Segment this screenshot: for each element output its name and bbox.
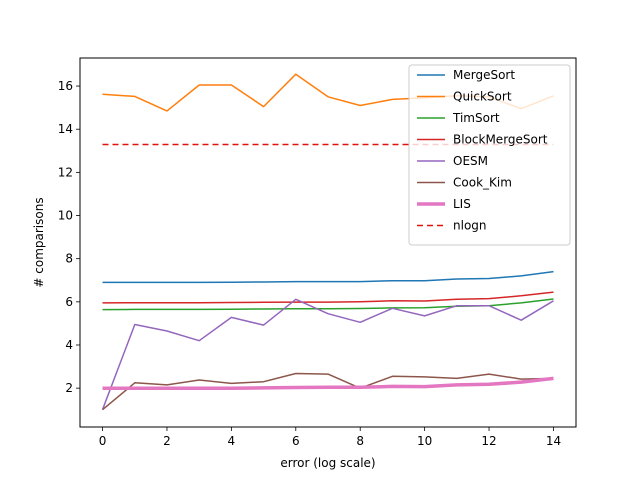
- x-tick-label: 14: [546, 434, 561, 448]
- series-line-mergesort: [102, 270, 554, 284]
- plot-frame: [79, 57, 577, 428]
- legend-label: LIS: [453, 197, 471, 211]
- x-tick-label: 8: [356, 434, 364, 448]
- ticks-layer: 0 2 4 6 8 10 12 14 2 4 6 8 10 12 14 16: [58, 79, 561, 448]
- y-tick-label: 16: [58, 79, 73, 93]
- x-tick-label: 4: [228, 434, 236, 448]
- y-tick-label: 12: [58, 165, 73, 179]
- legend-label: Cook_Kim: [453, 176, 512, 190]
- legend-label: BlockMergeSort: [453, 133, 548, 147]
- y-tick-label: 6: [65, 295, 73, 309]
- series-layer: [101, 73, 554, 411]
- legend-label: OESM: [453, 154, 488, 168]
- y-tick-label: 14: [58, 122, 73, 136]
- legend-label: nlogn: [453, 219, 487, 233]
- y-axis-label: # comparisons: [32, 197, 46, 287]
- series-line-timsort: [102, 298, 554, 311]
- series-line-cook-kim: [102, 372, 554, 411]
- y-tick-label: 4: [65, 338, 73, 352]
- x-tick-label: 12: [481, 434, 496, 448]
- x-tick-label: 2: [163, 434, 171, 448]
- x-tick-label: 6: [292, 434, 300, 448]
- x-tick-label: 0: [99, 434, 107, 448]
- y-tick-label: 10: [58, 209, 73, 223]
- series-line-blockmergesort: [102, 291, 554, 304]
- y-tick-label: 2: [65, 381, 73, 395]
- series-line-oesm: [101, 298, 554, 410]
- legend-label: TimSort: [452, 111, 500, 125]
- series-line-lis: [102, 376, 554, 390]
- legend-label: QuickSort: [453, 90, 512, 104]
- legend: MergeSort QuickSort TimSort BlockMergeSort O…: [408, 64, 571, 246]
- legend-label: MergeSort: [453, 68, 515, 82]
- x-tick-label: 10: [417, 434, 432, 448]
- y-tick-label: 8: [65, 252, 73, 266]
- x-axis-label: error (log scale): [280, 456, 375, 470]
- legend-box: [408, 64, 571, 246]
